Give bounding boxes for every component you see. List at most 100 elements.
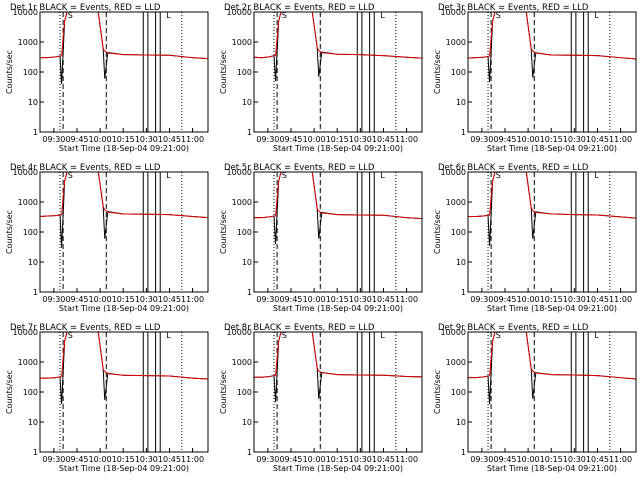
x-tick-label: 09:45 bbox=[493, 295, 516, 304]
plot-frame bbox=[253, 171, 423, 293]
x-axis-label: Start Time (18-Sep-04 09:21:00) bbox=[273, 144, 403, 153]
x-tick-label: 10:15 bbox=[326, 295, 349, 304]
x-tick-label: 09:45 bbox=[493, 455, 516, 464]
y-tick-label: 100 bbox=[237, 68, 252, 77]
x-tick-label: 10:30 bbox=[349, 135, 372, 144]
x-tick-label: 10:30 bbox=[349, 455, 372, 464]
y-tick-label: 100 bbox=[451, 68, 466, 77]
x-tick-label: 10:30 bbox=[563, 295, 586, 304]
x-tick-label: 10:00 bbox=[89, 455, 112, 464]
y-axis-label: Counts/sec bbox=[219, 370, 228, 414]
x-tick-label: 10:15 bbox=[540, 135, 563, 144]
y-axis-label: Counts/sec bbox=[5, 50, 14, 94]
y-axis-label: Counts/sec bbox=[219, 210, 228, 254]
x-tick-label: 09:45 bbox=[65, 135, 88, 144]
y-axis-label: Counts/sec bbox=[5, 210, 14, 254]
series-line bbox=[468, 12, 636, 83]
x-tick-label: 09:30 bbox=[42, 295, 65, 304]
x-tick-label: 10:15 bbox=[326, 455, 349, 464]
plot-area bbox=[254, 332, 422, 452]
panel: Det 5r BLACK = Events, RED = LLD Counts/s… bbox=[219, 163, 423, 313]
y-tick-label: 100 bbox=[451, 388, 466, 397]
x-tick-label: 09:30 bbox=[42, 135, 65, 144]
y-tick-label: 1000 bbox=[232, 358, 252, 367]
y-tick-label: 10000 bbox=[227, 8, 252, 17]
y-tick-label: 100 bbox=[237, 388, 252, 397]
y-tick-label: 1000 bbox=[18, 358, 38, 367]
annotation: S bbox=[496, 331, 501, 340]
y-tick-label: 10000 bbox=[441, 328, 466, 337]
y-tick-label: 10000 bbox=[13, 8, 38, 17]
y-axis-label: Counts/sec bbox=[433, 370, 442, 414]
plot-frame bbox=[39, 11, 209, 133]
annotation: S bbox=[282, 331, 287, 340]
y-tick-label: 100 bbox=[23, 388, 38, 397]
x-tick-label: 09:30 bbox=[42, 455, 65, 464]
series-line bbox=[40, 332, 208, 404]
annotation: S bbox=[496, 11, 501, 20]
y-tick-label: 10000 bbox=[441, 168, 466, 177]
annotation: L bbox=[380, 11, 385, 20]
x-tick-label: 11:00 bbox=[609, 455, 632, 464]
x-tick-label: 10:45 bbox=[158, 295, 181, 304]
plot-area bbox=[40, 12, 208, 132]
x-tick-label: 10:00 bbox=[517, 135, 540, 144]
x-tick-label: 09:45 bbox=[279, 455, 302, 464]
y-tick-label: 10 bbox=[28, 258, 38, 267]
panel: Det 1r BLACK = Events, RED = LLD Counts/s… bbox=[5, 3, 209, 153]
x-tick-label: 11:00 bbox=[181, 135, 204, 144]
plot-frame bbox=[467, 11, 637, 133]
y-tick-label: 10 bbox=[28, 98, 38, 107]
x-tick-label: 11:00 bbox=[181, 295, 204, 304]
y-tick-label: 1 bbox=[461, 448, 466, 457]
y-tick-label: 100 bbox=[23, 68, 38, 77]
y-tick-label: 10000 bbox=[13, 168, 38, 177]
y-axis-label: Counts/sec bbox=[219, 50, 228, 94]
y-tick-label: 10 bbox=[456, 258, 466, 267]
x-tick-label: 10:15 bbox=[540, 295, 563, 304]
x-tick-label: 10:45 bbox=[158, 135, 181, 144]
series-line bbox=[40, 172, 208, 248]
plot-frame bbox=[467, 171, 637, 293]
x-tick-label: 10:45 bbox=[372, 135, 395, 144]
x-tick-label: 10:15 bbox=[112, 135, 135, 144]
x-tick-label: 09:45 bbox=[493, 135, 516, 144]
annotation: L bbox=[594, 11, 599, 20]
x-tick-label: 10:45 bbox=[586, 455, 609, 464]
x-tick-label: 11:00 bbox=[609, 295, 632, 304]
y-tick-label: 1000 bbox=[18, 38, 38, 47]
x-axis-label: Start Time (18-Sep-04 09:21:00) bbox=[487, 144, 617, 153]
x-tick-label: 09:30 bbox=[470, 135, 493, 144]
y-tick-label: 10 bbox=[242, 258, 252, 267]
x-tick-label: 09:30 bbox=[256, 295, 279, 304]
series-line bbox=[40, 12, 208, 84]
annotation: S bbox=[68, 171, 73, 180]
chart-title: Det 7r BLACK = Events, RED = LLD bbox=[10, 323, 161, 333]
plot-frame bbox=[39, 331, 209, 453]
panel: Det 7r BLACK = Events, RED = LLD Counts/s… bbox=[5, 323, 209, 473]
panel: Det 8r BLACK = Events, RED = LLD Counts/s… bbox=[219, 323, 423, 473]
x-tick-label: 10:45 bbox=[158, 455, 181, 464]
series-line bbox=[468, 332, 636, 404]
y-axis-label: Counts/sec bbox=[433, 50, 442, 94]
plot-area bbox=[468, 332, 636, 452]
y-tick-label: 1 bbox=[461, 288, 466, 297]
annotation: L bbox=[594, 331, 599, 340]
x-tick-label: 11:00 bbox=[181, 455, 204, 464]
annotation: L bbox=[166, 331, 171, 340]
x-tick-label: 09:45 bbox=[65, 295, 88, 304]
x-tick-label: 10:15 bbox=[112, 455, 135, 464]
x-tick-label: 10:45 bbox=[586, 135, 609, 144]
x-tick-label: 10:15 bbox=[326, 135, 349, 144]
y-tick-label: 100 bbox=[451, 228, 466, 237]
y-tick-label: 10000 bbox=[441, 8, 466, 17]
plot-area bbox=[254, 12, 422, 132]
x-tick-label: 10:00 bbox=[303, 295, 326, 304]
x-tick-label: 11:00 bbox=[395, 295, 418, 304]
x-tick-label: 10:45 bbox=[586, 295, 609, 304]
y-axis-label: Counts/sec bbox=[5, 370, 14, 414]
chart-title: Det 1r BLACK = Events, RED = LLD bbox=[10, 3, 161, 13]
y-tick-label: 1000 bbox=[18, 198, 38, 207]
plot-area bbox=[40, 332, 208, 452]
plot-area bbox=[468, 172, 636, 292]
